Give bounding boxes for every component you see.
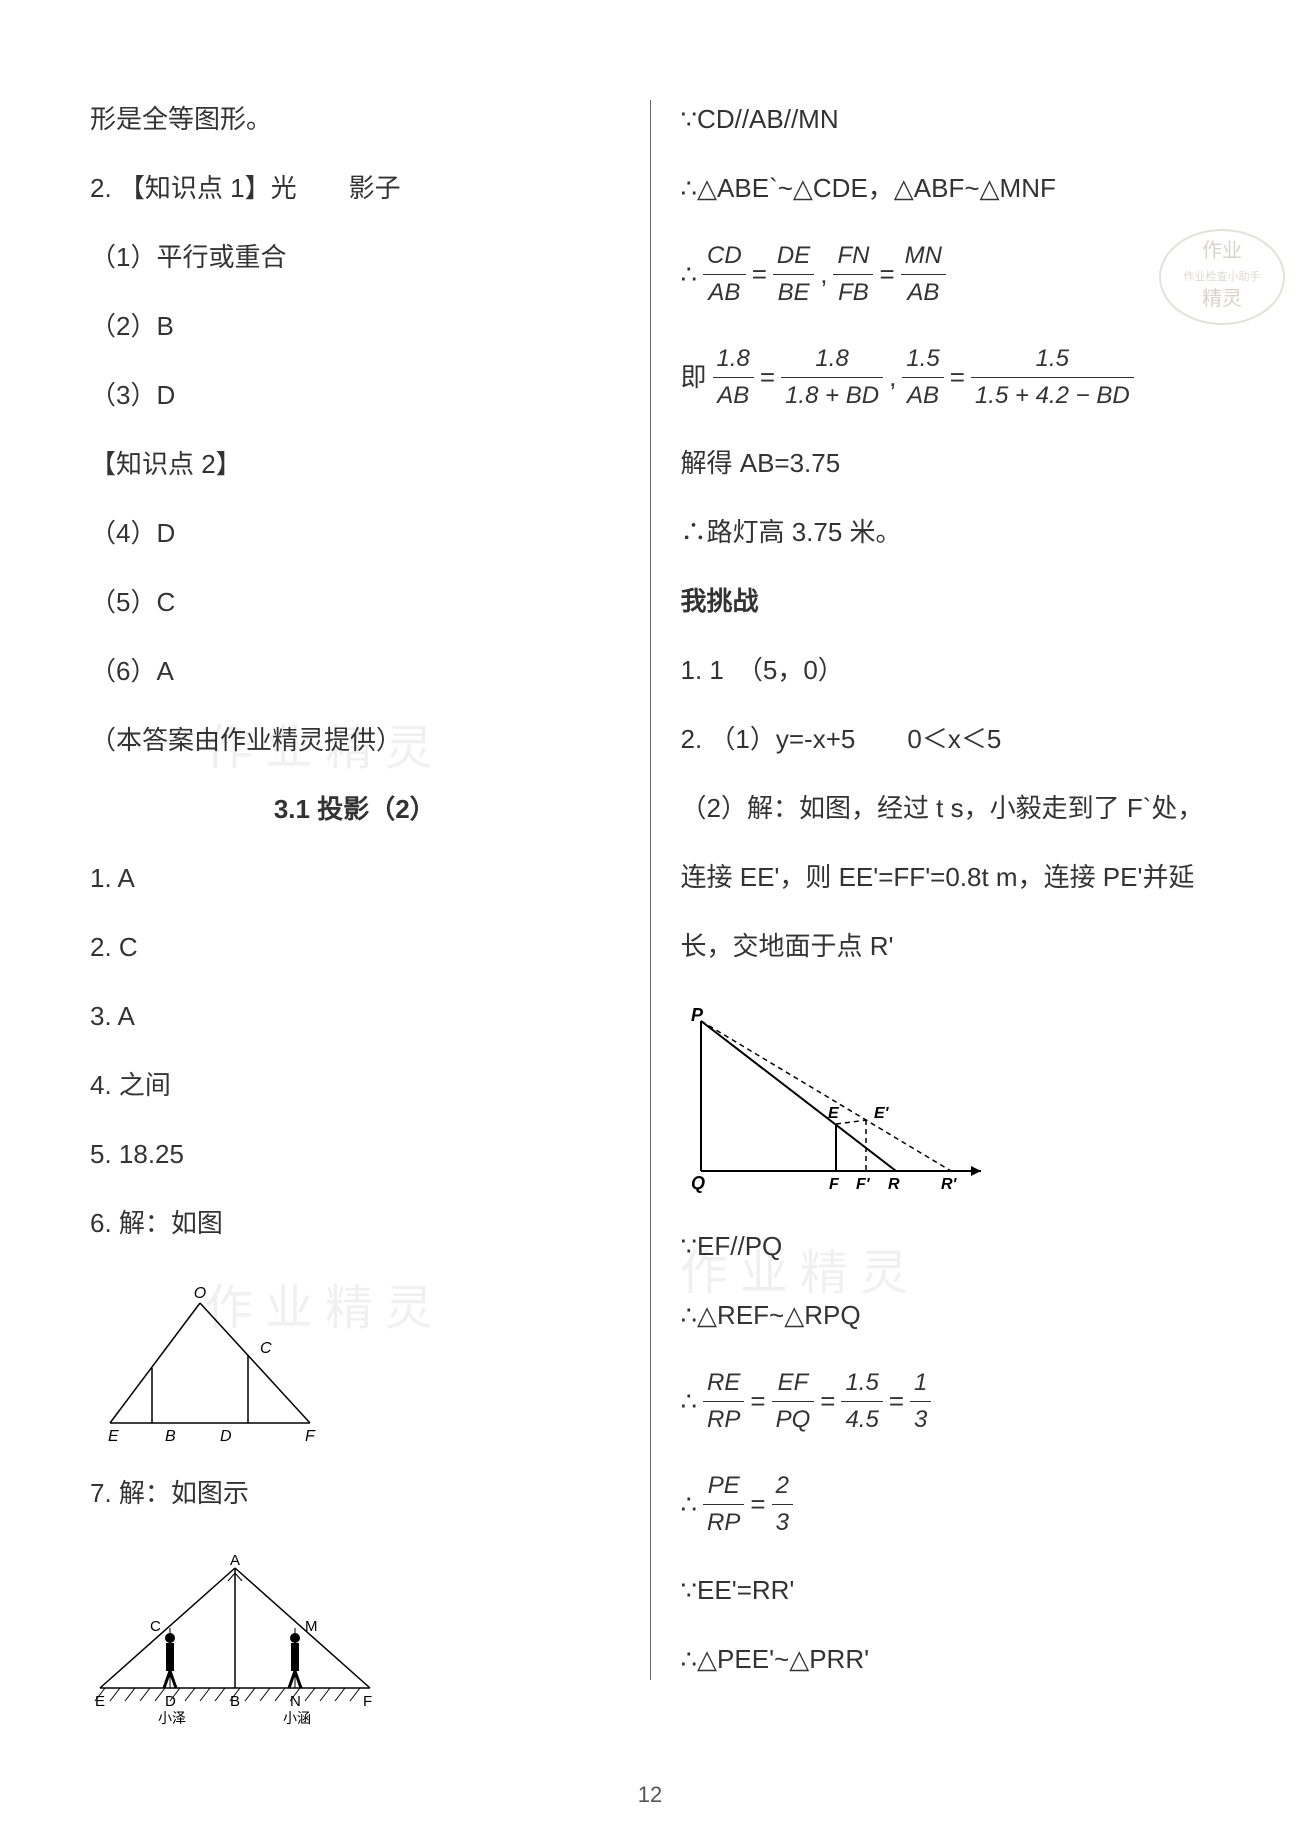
svg-text:E: E [108, 1428, 119, 1443]
svg-text:R: R [888, 1176, 900, 1193]
r3-prefix: ∴ [681, 255, 698, 294]
svg-text:E: E [828, 1105, 840, 1122]
left-answer-4: 4. 之间 [90, 1066, 620, 1105]
figure-2: A C M E D B N F 小泽 小涵 [90, 1553, 620, 1739]
right-line-3: ∴ CDAB = DEBE , FNFB = MNAB [681, 238, 1211, 311]
right-line-15: ∴ RERP = EFPQ = 1.54.5 = 13 [681, 1365, 1211, 1438]
left-answer-3: 3. A [90, 997, 620, 1036]
r15-frac3: 1.54.5 [841, 1365, 882, 1438]
right-line-14: ∴△REF~△RPQ [681, 1296, 1211, 1335]
left-line-1: 2. 【知识点 1】光 影子 [90, 169, 620, 208]
right-line-2: ∴△ABE`~△CDE，△ABF~△MNF [681, 169, 1211, 208]
svg-text:M: M [305, 1618, 318, 1635]
left-answer-2: 2. C [90, 928, 620, 967]
right-line-10: （2）解：如图，经过 t s，小毅走到了 F`处， [681, 789, 1211, 828]
right-line-16: ∴ PERP = 23 [681, 1468, 1211, 1541]
left-column: 形是全等图形。 2. 【知识点 1】光 影子 （1）平行或重合 （2）B （3）… [90, 100, 650, 1680]
r16-frac1: PERP [703, 1468, 744, 1541]
svg-text:D: D [220, 1428, 232, 1443]
left-line-9: （本答案由作业精灵提供） [90, 721, 620, 760]
r3-frac4: MNAB [901, 238, 946, 311]
svg-text:A: A [230, 1553, 240, 1569]
right-line-17: ∵EE'=RR' [681, 1571, 1211, 1610]
page-content: 形是全等图形。 2. 【知识点 1】光 影子 （1）平行或重合 （2）B （3）… [0, 0, 1300, 1740]
svg-text:B: B [230, 1693, 240, 1710]
r16-frac2: 23 [772, 1468, 793, 1541]
r16-prefix: ∴ [681, 1485, 698, 1524]
svg-text:B: B [165, 1428, 176, 1443]
right-line-12: 长，交地面于点 R' [681, 927, 1211, 966]
svg-text:小涵: 小涵 [283, 1710, 311, 1726]
left-line-8: （6）A [90, 652, 620, 691]
svg-text:O: O [194, 1285, 206, 1302]
left-answer-6: 6. 解：如图 [90, 1204, 620, 1243]
right-line-13: ∵EF//PQ [681, 1227, 1211, 1266]
svg-text:R': R' [941, 1176, 958, 1193]
svg-text:C: C [150, 1618, 161, 1635]
svg-text:小泽: 小泽 [158, 1710, 186, 1726]
svg-text:N: N [290, 1693, 301, 1710]
left-line-6: （4）D [90, 514, 620, 553]
left-answer-1: 1. A [90, 859, 620, 898]
right-line-4: 即 1.8AB = 1.81.8 + BD , 1.5AB = 1.51.5 +… [681, 341, 1211, 414]
svg-text:F': F' [856, 1176, 871, 1193]
left-line-7: （5）C [90, 583, 620, 622]
svg-text:D: D [165, 1693, 176, 1710]
r4-prefix: 即 [681, 358, 707, 397]
r3-frac1: CDAB [703, 238, 746, 311]
r4-frac3: 1.5AB [902, 341, 943, 414]
left-section-title: 3.1 投影（2） [90, 790, 620, 829]
svg-text:F: F [305, 1428, 316, 1443]
right-line-11: 连接 EE'，则 EE'=FF'=0.8t m，连接 PE'并延 [681, 858, 1211, 897]
svg-text:C: C [260, 1340, 272, 1357]
svg-text:E': E' [874, 1105, 890, 1122]
right-line-9: 2. （1）y=-x+5 0＜x＜5 [681, 720, 1211, 759]
right-line-8: 1. 1 （5，0） [681, 651, 1211, 690]
r4-frac2: 1.81.8 + BD [781, 341, 883, 414]
r4-frac1: 1.8AB [713, 341, 754, 414]
left-line-3: （2）B [90, 307, 620, 346]
r15-frac2: EFPQ [772, 1365, 815, 1438]
right-line-7: 我挑战 [681, 582, 1211, 621]
left-line-2: （1）平行或重合 [90, 238, 620, 277]
r3-frac2: DEBE [773, 238, 814, 311]
right-line-1: ∵CD//AB//MN [681, 100, 1211, 139]
right-line-18: ∴△PEE'~△PRR' [681, 1640, 1211, 1679]
figure-1: O C E B D F [90, 1283, 620, 1454]
left-line-5: 【知识点 2】 [90, 445, 620, 484]
left-answer-7: 7. 解：如图示 [90, 1474, 620, 1513]
right-line-6: ∴路灯高 3.75 米。 [681, 513, 1211, 552]
r15-frac1: RERP [703, 1365, 744, 1438]
svg-text:F: F [363, 1693, 372, 1710]
r15-prefix: ∴ [681, 1382, 698, 1421]
right-line-5: 解得 AB=3.75 [681, 444, 1211, 483]
left-line-4: （3）D [90, 376, 620, 415]
svg-text:Q: Q [691, 1173, 705, 1193]
r3-frac3: FNFB [833, 238, 873, 311]
svg-text:E: E [95, 1693, 105, 1710]
left-line-0: 形是全等图形。 [90, 100, 620, 139]
r4-frac4: 1.51.5 + 4.2 − BD [971, 341, 1134, 414]
figure-3: P E E' Q F F' R R' [681, 1006, 1211, 1207]
svg-text:F: F [829, 1176, 840, 1193]
page-number: 12 [0, 1782, 1300, 1808]
svg-text:P: P [691, 1006, 704, 1025]
left-answer-5: 5. 18.25 [90, 1135, 620, 1174]
r15-frac4: 13 [910, 1365, 931, 1438]
right-column: ∵CD//AB//MN ∴△ABE`~△CDE，△ABF~△MNF ∴ CDAB… [651, 100, 1211, 1680]
